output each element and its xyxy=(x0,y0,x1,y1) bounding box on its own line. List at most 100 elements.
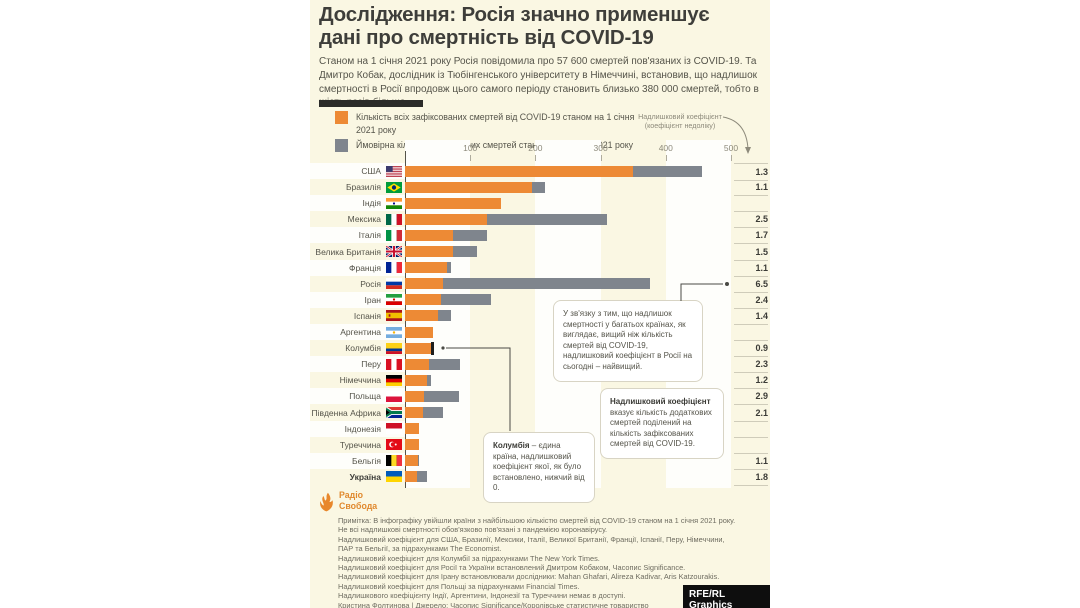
country-label: США xyxy=(361,166,381,176)
colombia-annotation: Колумбія – єдина країна, надлишковий кое… xyxy=(483,432,595,503)
flag-zaf-icon xyxy=(386,407,402,418)
coefficient-value: 2.9 xyxy=(734,388,768,406)
row-stripe xyxy=(310,259,405,276)
table-row: Бразилія 1.1 xyxy=(310,179,770,197)
confirmed-deaths-bar xyxy=(405,423,420,435)
flag-fra-icon xyxy=(386,262,402,274)
colombia-annotation-title: Колумбія xyxy=(493,441,530,450)
logo-line-2: Свобода xyxy=(339,500,378,511)
flag-deu-icon xyxy=(386,374,402,386)
country-label: Південна Африка xyxy=(311,407,381,418)
table-row: Італія 1.7 xyxy=(310,227,770,245)
confirmed-deaths-bar xyxy=(405,246,453,257)
row-stripe xyxy=(310,388,405,405)
table-row: Перу 2.3 xyxy=(310,356,770,374)
coefficient-value xyxy=(734,421,768,438)
table-row: Україна 1.8 xyxy=(310,469,770,486)
coefficient-definition-annotation: Надлишковий коефіцієнт вказує кількість … xyxy=(600,388,724,459)
table-row: Росія 6.5 xyxy=(310,276,770,293)
coef-header-line-1: Надлишковий коефіцієнт xyxy=(638,112,722,121)
coefficient-value: 2.3 xyxy=(734,356,768,374)
coefficient-value: 1.1 xyxy=(734,260,768,277)
country-label: Велика Британія xyxy=(315,246,381,257)
confirmed-deaths-bar xyxy=(405,197,502,209)
x-tick-mark-200 xyxy=(535,155,537,161)
table-row: Індія xyxy=(310,195,770,213)
coefficient-definition-text: вказує кількість додаткових смертей поді… xyxy=(610,407,712,449)
legend-item-confirmed: Кількість всіх зафіксованих смертей від … xyxy=(335,111,635,137)
country-label: Італія xyxy=(358,230,381,241)
coef-header-line-2: (коефіцієнт недоліку) xyxy=(644,121,716,130)
row-stripe xyxy=(310,291,405,308)
confirmed-deaths-bar xyxy=(405,390,424,402)
excess-deaths-bar xyxy=(405,390,460,402)
flag-usa-icon xyxy=(386,165,402,177)
coefficient-definition-title: Надлишковий коефіцієнт xyxy=(610,397,711,406)
table-row: Туреччина xyxy=(310,437,770,454)
flag-idn-icon xyxy=(386,423,402,435)
row-stripe xyxy=(310,227,405,244)
row-stripe xyxy=(310,324,405,341)
title-line-2: дані про смертність від COVID-19 xyxy=(319,25,654,49)
confirmed-deaths-bar xyxy=(405,294,441,306)
flag-esp-icon xyxy=(386,310,402,322)
coefficient-value: 1.2 xyxy=(734,372,768,390)
coefficient-value: 2.4 xyxy=(734,292,768,309)
coefficient-value: 2.5 xyxy=(734,211,768,229)
coefficient-value: 1.4 xyxy=(734,308,768,325)
x-tick-mark-300 xyxy=(600,155,602,161)
table-row: Велика Британія 1.5 xyxy=(310,244,770,261)
coefficient-value: 1.7 xyxy=(734,227,768,245)
x-tick-label-400: 400 xyxy=(658,143,673,153)
excess-deaths-bar xyxy=(405,278,650,290)
footnote-line: ПАР та Бельгії, за підрахунками The Econ… xyxy=(338,544,502,554)
flag-tur-icon xyxy=(386,439,402,451)
flag-per-icon xyxy=(386,358,402,370)
confirmed-deaths-bar xyxy=(405,213,487,225)
country-label: Аргентина xyxy=(340,327,381,337)
divider-bar xyxy=(319,100,423,107)
excess-deaths-bar xyxy=(405,407,444,418)
flag-ukr-icon xyxy=(386,471,402,483)
table-row: Німеччина 1.2 xyxy=(310,372,770,390)
coefficient-column-header: Надлишковий коефіцієнт (коефіцієнт недол… xyxy=(638,112,722,130)
coefficient-value xyxy=(734,195,768,213)
flag-irn-icon xyxy=(386,294,402,306)
confirmed-deaths-bar xyxy=(405,181,533,193)
country-label: Німеччина xyxy=(339,375,381,386)
flag-bel-icon xyxy=(386,455,402,467)
x-tick-mark-500 xyxy=(731,155,732,161)
excess-swatch xyxy=(335,139,348,152)
row-stripe xyxy=(310,163,405,180)
footnote-line: Надлишковий коефіцієнт для США, Бразилії… xyxy=(338,534,725,544)
table-row: Колумбія 0.9 xyxy=(310,340,770,358)
country-label: Росія xyxy=(360,278,381,289)
country-label: Польща xyxy=(349,391,381,402)
footnote-line: Надлишкового коефіцієнту Індії, Аргентин… xyxy=(338,591,626,601)
coefficient-value: 0.9 xyxy=(734,340,768,358)
flag-rus-icon xyxy=(386,278,402,290)
country-label: Франція xyxy=(349,262,381,273)
table-row: Мексика 2.5 xyxy=(310,211,770,229)
confirmed-deaths-bar xyxy=(405,310,438,322)
country-label: Україна xyxy=(349,471,381,482)
table-row: Іран 2.4 xyxy=(310,291,770,309)
colombia-excess-marker xyxy=(431,341,434,355)
confirmed-deaths-bar xyxy=(405,342,433,354)
footnote-line: Не всі надлишкові смертності обов'язково… xyxy=(338,525,608,535)
title-line-1: Дослідження: Росія значно применшує xyxy=(319,3,710,26)
row-stripe xyxy=(310,356,405,373)
flag-gbr-icon xyxy=(386,246,402,257)
footnote-line: Кристина Фолтинова | Джерело: Часопис Si… xyxy=(338,600,649,608)
x-tick-label-100: 100 xyxy=(463,143,478,153)
confirmed-deaths-bar xyxy=(405,439,419,451)
country-label: Індія xyxy=(362,198,381,209)
table-row: Польща 2.9 xyxy=(310,388,770,406)
table-row: Індонезія xyxy=(310,420,770,438)
excess-deaths-bar xyxy=(405,213,608,225)
table-row: Бельгія 1.1 xyxy=(310,452,770,470)
x-tick-label-200: 200 xyxy=(528,143,543,153)
coefficient-value: 2.1 xyxy=(734,405,768,422)
confirmed-deaths-bar xyxy=(405,407,424,418)
row-stripe xyxy=(310,452,405,469)
